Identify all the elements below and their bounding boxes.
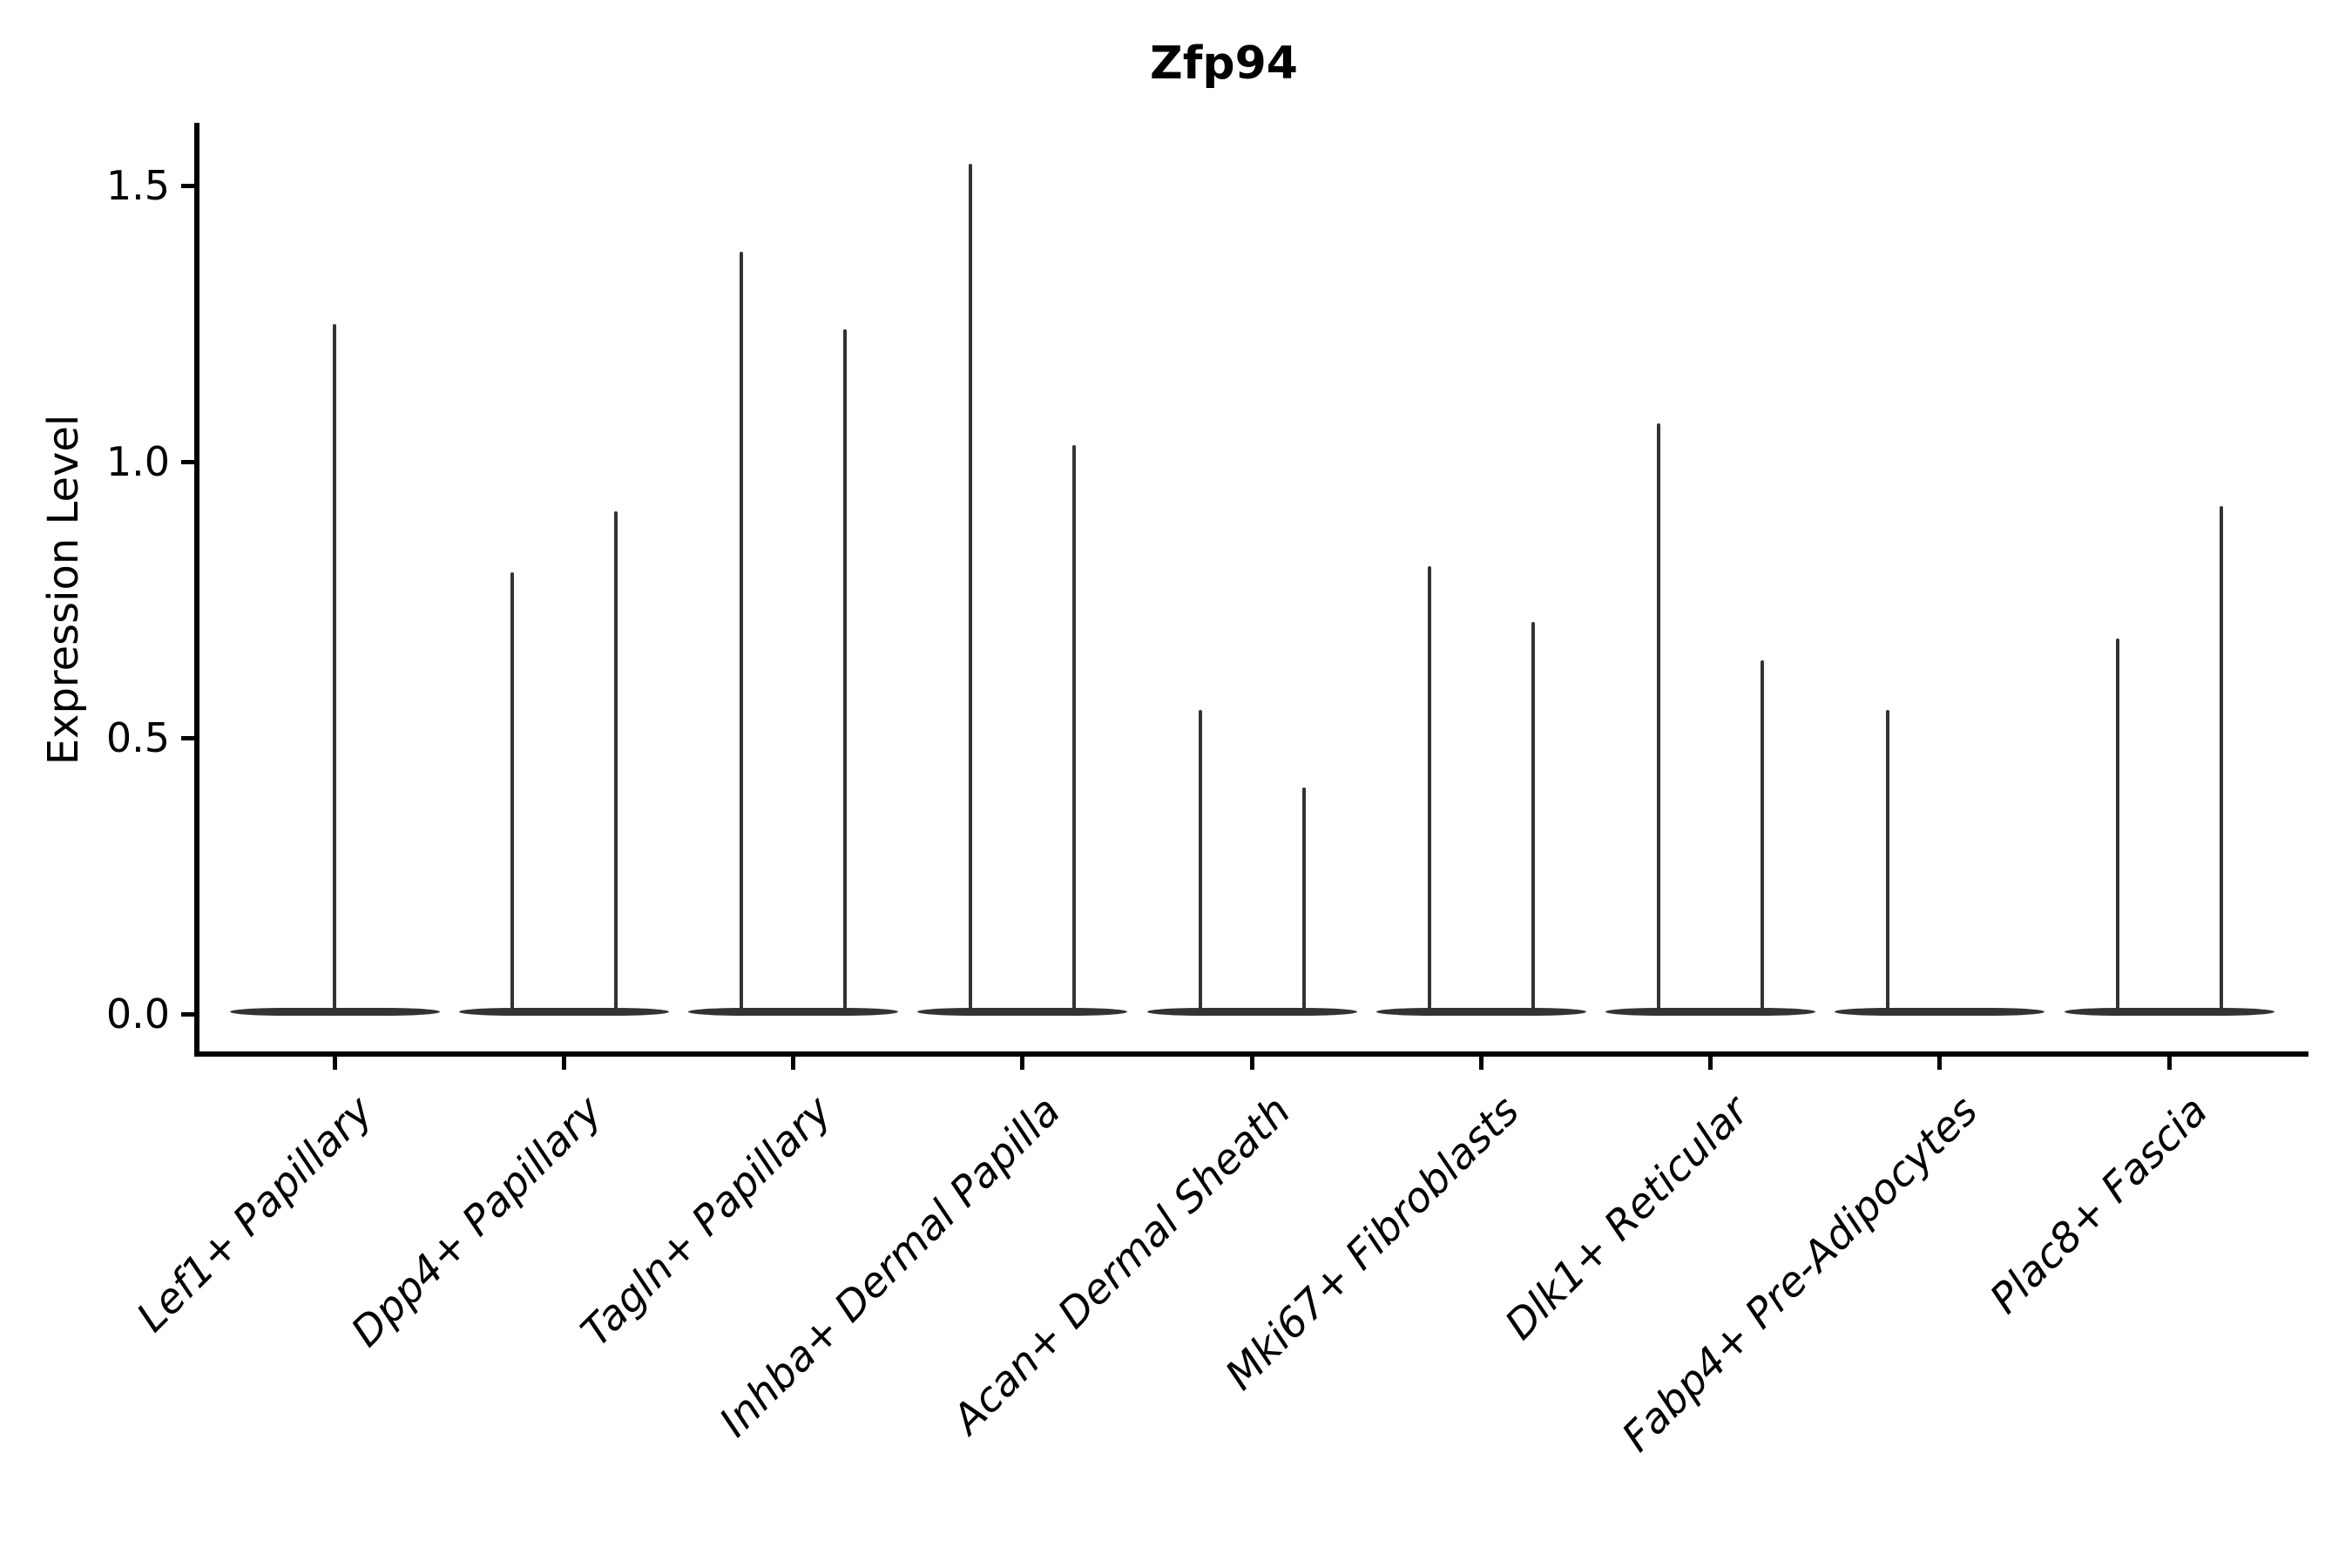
violin-spike bbox=[1761, 660, 1764, 1011]
violin-baseline bbox=[688, 1008, 898, 1016]
y-tick-label: 0.0 bbox=[105, 990, 170, 1037]
x-tick bbox=[332, 1057, 337, 1070]
x-tick-label: Tagln+ Papillary bbox=[571, 1086, 841, 1356]
y-tick bbox=[181, 1011, 194, 1017]
violin-baseline bbox=[1375, 1008, 1586, 1016]
violin-spike bbox=[333, 323, 336, 1011]
violin-baseline bbox=[229, 1008, 440, 1016]
x-tick bbox=[1478, 1057, 1484, 1070]
y-tick bbox=[181, 183, 194, 188]
y-tick-label: 0.5 bbox=[105, 714, 170, 761]
violin-spike bbox=[2115, 638, 2119, 1011]
y-tick-label: 1.5 bbox=[105, 162, 170, 209]
violin-baseline bbox=[1835, 1008, 2045, 1016]
x-tick-label: Dlk1+ Reticular bbox=[1496, 1086, 1759, 1349]
violin-spike bbox=[1427, 566, 1431, 1011]
violin-spike bbox=[1886, 710, 1890, 1011]
violin-spike bbox=[1301, 787, 1306, 1011]
violin-spike bbox=[740, 252, 743, 1011]
violin-spike bbox=[1531, 621, 1535, 1011]
violin-spike bbox=[969, 163, 973, 1011]
violin-spike bbox=[1657, 422, 1660, 1011]
violin-baseline bbox=[917, 1008, 1128, 1016]
x-tick bbox=[2166, 1057, 2172, 1070]
chart-title: Zfp94 bbox=[1150, 37, 1298, 90]
violin-spike bbox=[2219, 505, 2223, 1011]
x-tick bbox=[1937, 1057, 1943, 1070]
violin-baseline bbox=[2064, 1008, 2274, 1016]
y-axis-spine bbox=[194, 123, 199, 1057]
violin-baseline bbox=[458, 1008, 669, 1016]
y-tick-label: 1.0 bbox=[105, 438, 170, 485]
x-axis-spine bbox=[194, 1051, 2308, 1057]
violin-spike bbox=[843, 328, 847, 1011]
x-tick-label: Dpp4+ Papillary bbox=[341, 1086, 612, 1357]
violin-spike bbox=[1072, 444, 1077, 1011]
y-tick bbox=[181, 735, 194, 740]
x-tick-label: Plac8+ Fascia bbox=[1980, 1086, 2217, 1323]
x-tick bbox=[1020, 1057, 1025, 1070]
violin-spike bbox=[613, 511, 618, 1011]
violin-spike bbox=[510, 571, 514, 1011]
violin-baseline bbox=[1146, 1008, 1357, 1016]
x-tick bbox=[791, 1057, 795, 1070]
x-tick bbox=[1708, 1057, 1713, 1070]
violin-spike bbox=[1198, 710, 1202, 1011]
x-tick bbox=[1249, 1057, 1254, 1070]
x-tick-label: Lef1+ Papillary bbox=[127, 1086, 382, 1342]
violin-baseline bbox=[1605, 1008, 1815, 1016]
x-tick bbox=[561, 1057, 566, 1070]
y-tick bbox=[181, 459, 194, 464]
